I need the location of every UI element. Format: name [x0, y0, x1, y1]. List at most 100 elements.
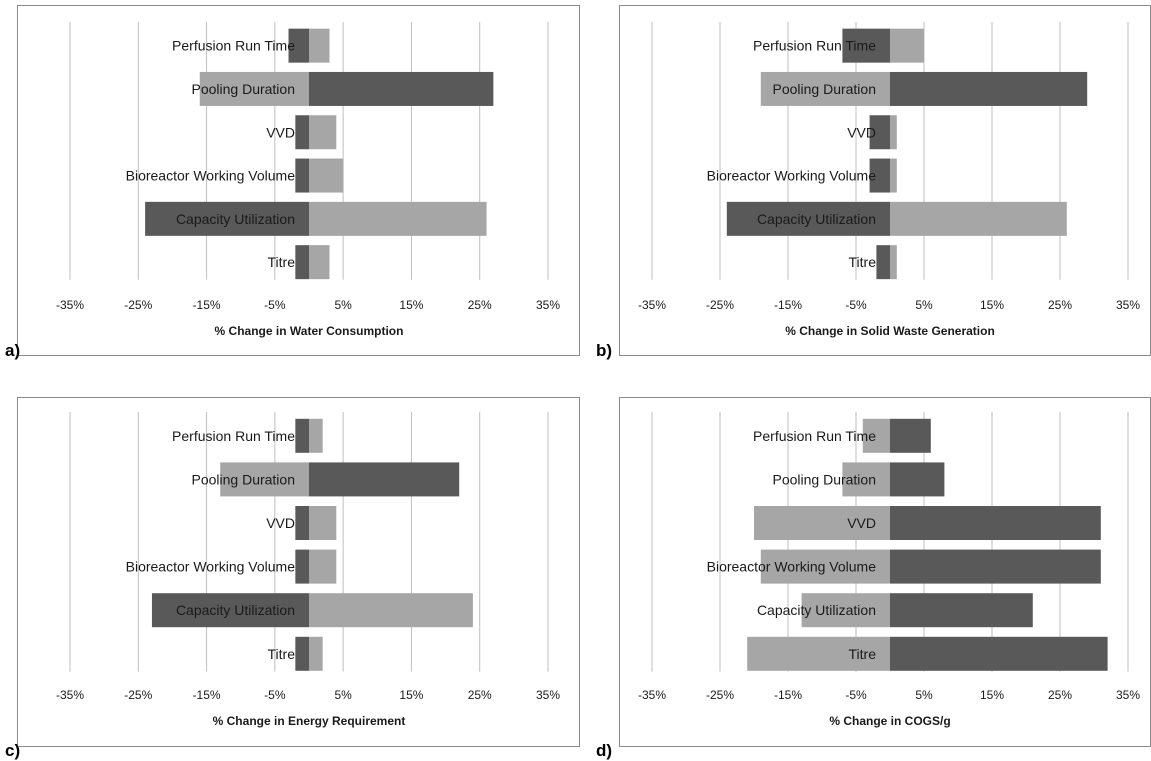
bar-dark: [295, 506, 309, 540]
x-tick-label: 25%: [468, 298, 492, 312]
x-tick-label: 25%: [1048, 688, 1072, 702]
chart-panel-d: -35% -25% -15% -5% 5% 15% 25% 35% Perfusion Run …: [638, 412, 1140, 728]
category-label: Titre: [849, 254, 877, 270]
bar-dark: [869, 158, 890, 193]
x-tick-label: -5%: [264, 298, 286, 312]
bar-light: [890, 115, 897, 150]
bar-dark: [876, 245, 890, 280]
bar-dark: [890, 593, 1033, 628]
x-tick-label: 35%: [1116, 688, 1140, 702]
category-label: Bioreactor Working Volume: [707, 168, 877, 184]
category-label: VVD: [266, 124, 295, 140]
category-label: Titre: [268, 646, 296, 662]
category-label: Bioreactor Working Volume: [126, 559, 296, 575]
x-tick-label: 25%: [468, 688, 492, 702]
bar-dark: [890, 71, 1088, 106]
x-tick-label: -15%: [774, 688, 802, 702]
x-tick-label: -5%: [264, 688, 286, 702]
x-tick-label: -35%: [638, 688, 666, 702]
bar-dark: [309, 71, 494, 106]
category-label: Pooling Duration: [191, 81, 295, 97]
bar-dark: [869, 115, 890, 150]
bar-light: [309, 28, 330, 63]
x-tick-label: -35%: [56, 298, 84, 312]
panel-label-b: b): [596, 341, 613, 360]
bar-dark: [145, 201, 309, 236]
x-axis-title: % Change in COGS/g: [829, 714, 950, 728]
bar-light: [199, 71, 309, 106]
bar-dark: [890, 418, 931, 453]
bar-dark: [295, 418, 309, 453]
bar-light: [309, 115, 337, 150]
chart-panel-c: -35% -25% -15% -5% 5% 15% 25% 35% Perfusion Run …: [56, 412, 560, 728]
bar-light: [754, 506, 890, 540]
x-tick-label: -35%: [56, 688, 84, 702]
bar-dark: [151, 593, 309, 628]
bar-light: [309, 593, 473, 628]
bar-light: [309, 636, 323, 671]
category-label: Perfusion Run Time: [753, 38, 876, 54]
bar-dark: [295, 636, 309, 671]
category-label: Titre: [268, 254, 296, 270]
bar-light: [842, 462, 890, 497]
x-tick-label: 35%: [536, 298, 560, 312]
panel-label-a: a): [5, 341, 21, 360]
category-label: Perfusion Run Time: [753, 428, 876, 444]
category-label: Pooling Duration: [772, 81, 876, 97]
x-tick-label: 15%: [399, 298, 423, 312]
x-tick-label: -5%: [845, 298, 867, 312]
category-label: Perfusion Run Time: [172, 428, 295, 444]
x-tick-label: -5%: [845, 688, 867, 702]
bar-dark: [890, 506, 1101, 540]
bar-dark: [309, 462, 460, 497]
category-label: Perfusion Run Time: [172, 38, 295, 54]
category-label: Pooling Duration: [191, 471, 295, 487]
bar-light: [760, 549, 890, 584]
bar-dark: [288, 28, 309, 63]
bar-light: [309, 549, 337, 584]
bar-dark: [842, 28, 890, 63]
category-label: Bioreactor Working Volume: [126, 168, 296, 184]
chart-panel-b: -35% -25% -15% -5% 5% 15% 25% 35% Perfusion Run …: [638, 22, 1140, 338]
category-label: Capacity Utilization: [757, 602, 876, 618]
x-tick-label: 25%: [1048, 298, 1072, 312]
category-label: VVD: [847, 515, 876, 531]
x-tick-label: -15%: [774, 298, 802, 312]
category-label: Bioreactor Working Volume: [707, 559, 877, 575]
category-label: Capacity Utilization: [176, 211, 295, 227]
bar-dark: [890, 636, 1108, 671]
x-tick-label: 15%: [399, 688, 423, 702]
chart-panel-a: -35% -25% -15% -5% 5% 15% 25% 35% Perfusion Run …: [56, 22, 560, 338]
bar-light: [220, 462, 309, 497]
x-tick-label: -25%: [706, 298, 734, 312]
x-tick-label: -15%: [193, 298, 221, 312]
bar-light: [862, 418, 890, 453]
category-label: Capacity Utilization: [757, 211, 876, 227]
bar-light: [309, 201, 487, 236]
bar-light: [890, 28, 924, 63]
bar-light: [890, 158, 897, 193]
bar-light: [890, 245, 897, 280]
category-label: Titre: [849, 646, 877, 662]
x-tick-label: 35%: [1116, 298, 1140, 312]
panel-label-c: c): [5, 741, 21, 760]
category-label: VVD: [847, 124, 876, 140]
bar-light: [801, 593, 890, 628]
bar-dark: [295, 245, 309, 280]
bar-dark: [295, 115, 309, 150]
bar-dark: [890, 549, 1101, 584]
bar-light: [309, 418, 323, 453]
x-tick-label: 35%: [536, 688, 560, 702]
x-tick-label: 5%: [915, 688, 933, 702]
bar-light: [760, 71, 890, 106]
bar-dark: [890, 462, 945, 497]
panel-label-d: d): [596, 741, 613, 760]
x-tick-label: -35%: [638, 298, 666, 312]
x-tick-label: -25%: [124, 688, 152, 702]
x-axis-title: % Change in Water Consumption: [215, 324, 404, 338]
x-tick-label: -25%: [124, 298, 152, 312]
bar-dark: [295, 158, 309, 193]
bar-light: [309, 158, 344, 193]
x-tick-label: 5%: [334, 688, 352, 702]
category-label: Capacity Utilization: [176, 602, 295, 618]
